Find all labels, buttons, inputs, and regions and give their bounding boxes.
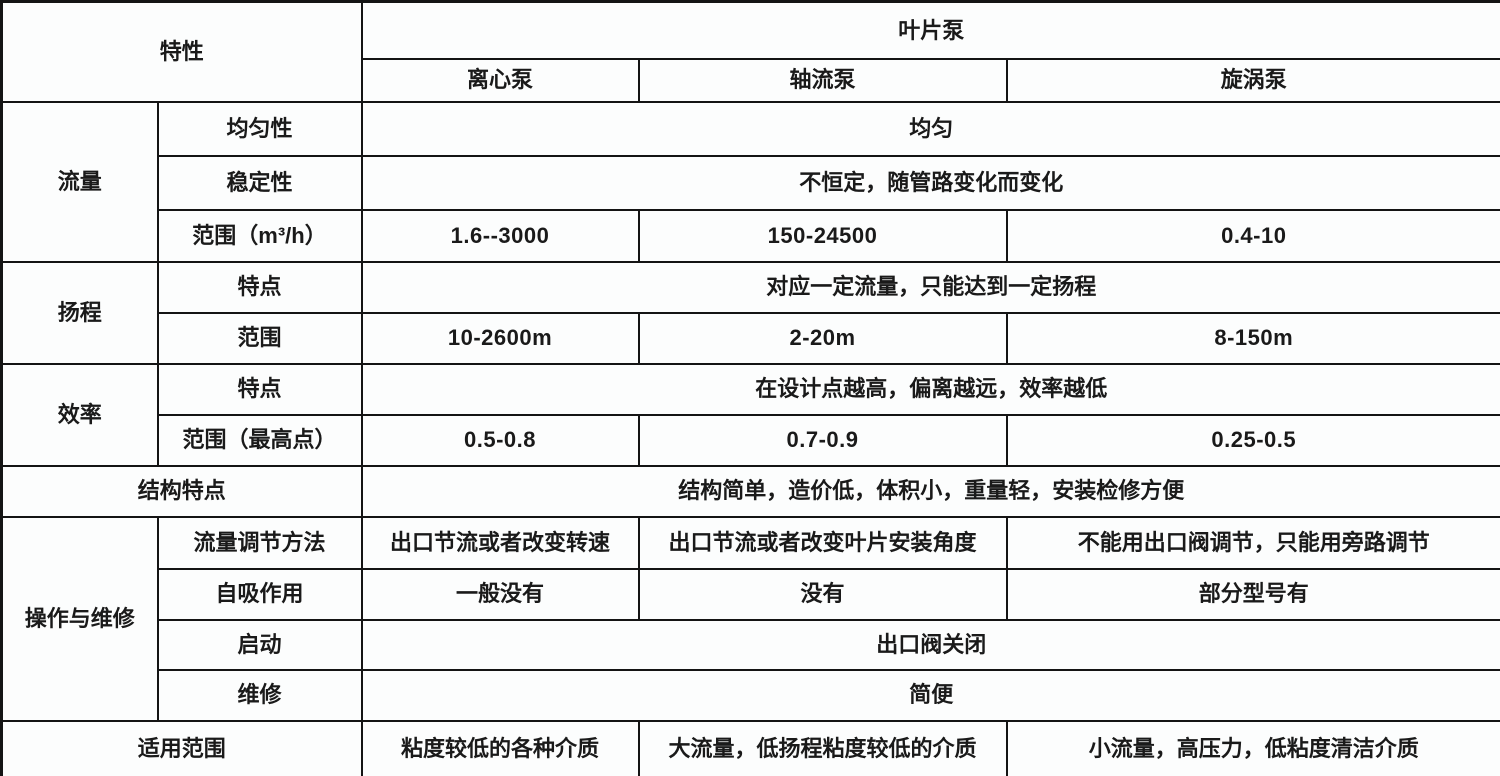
label-head-range: 范围 (156, 311, 363, 365)
value-flow-range-centrifugal: 1.6--3000 (360, 208, 640, 263)
value-startup-all: 出口阀关闭 (360, 618, 1500, 671)
group-flow-cell: 流量 (0, 100, 159, 263)
group-operation-cell: 操作与维修 (0, 515, 159, 722)
header-vane-pump-cell: 叶片泵 (360, 0, 1500, 60)
label-flow-range: 范围（m³/h） (156, 208, 363, 263)
value-application-vortex: 小流量，高压力，低粘度清洁介质 (1005, 719, 1500, 776)
label-startup: 启动 (156, 618, 363, 671)
value-eff-range-axial: 0.7-0.9 (637, 413, 1008, 467)
value-uniformity-all: 均匀 (360, 100, 1500, 157)
label-application: 适用范围 (0, 719, 363, 776)
row-eff-feature: 效率 特点 在设计点越高，偏离越远，效率越低 (0, 362, 1500, 467)
group-efficiency-cell: 效率 (0, 362, 159, 467)
row-structure: 结构特点 结构简单，造价低，体积小，重量轻，安装检修方便 (0, 464, 1500, 518)
value-structure-all: 结构简单，造价低，体积小，重量轻，安装检修方便 (360, 464, 1500, 518)
row-head-range: 范围 10-2600m 2-20m 8-150m (2, 311, 1500, 365)
value-eff-feature-all: 在设计点越高，偏离越远，效率越低 (360, 362, 1500, 416)
group-head-cell: 扬程 (0, 260, 159, 365)
value-application-centrifugal: 粘度较低的各种介质 (360, 719, 640, 776)
value-stability-all: 不恒定，随管路变化而变化 (360, 154, 1500, 211)
value-flow-range-axial: 150-24500 (637, 208, 1008, 263)
value-self-priming-axial: 没有 (637, 567, 1008, 621)
header-vortex-cell: 旋涡泵 (1005, 57, 1500, 103)
label-maintenance: 维修 (156, 668, 363, 722)
label-flow-regulation: 流量调节方法 (156, 515, 363, 570)
row-self-priming: 自吸作用 一般没有 没有 部分型号有 (2, 567, 1500, 621)
label-self-priming: 自吸作用 (156, 567, 363, 621)
row-stability: 稳定性 不恒定，随管路变化而变化 (2, 154, 1500, 211)
row-application: 适用范围 粘度较低的各种介质 大流量，低扬程粘度较低的介质 小流量，高压力，低粘… (0, 719, 1500, 776)
header-row-1: 特性 叶片泵 (0, 0, 1500, 103)
value-eff-range-centrifugal: 0.5-0.8 (360, 413, 640, 467)
label-head-feature: 特点 (156, 260, 363, 314)
header-centrifugal-cell: 离心泵 (360, 57, 640, 103)
label-eff-range: 范围（最高点） (156, 413, 363, 467)
row-flow-range: 范围（m³/h） 1.6--3000 150-24500 0.4-10 (2, 208, 1500, 263)
label-stability: 稳定性 (156, 154, 363, 211)
value-head-range-axial: 2-20m (637, 311, 1008, 365)
label-uniformity: 均匀性 (156, 100, 363, 157)
header-feature-cell: 特性 (0, 0, 363, 103)
row-eff-range: 范围（最高点） 0.5-0.8 0.7-0.9 0.25-0.5 (2, 413, 1500, 467)
value-flow-regulation-centrifugal: 出口节流或者改变转速 (360, 515, 640, 570)
value-self-priming-vortex: 部分型号有 (1005, 567, 1500, 621)
value-head-range-vortex: 8-150m (1005, 311, 1500, 365)
row-startup: 启动 出口阀关闭 (2, 618, 1500, 671)
value-eff-range-vortex: 0.25-0.5 (1005, 413, 1500, 467)
value-head-range-centrifugal: 10-2600m (360, 311, 640, 365)
value-flow-regulation-axial: 出口节流或者改变叶片安装角度 (637, 515, 1008, 570)
label-eff-feature: 特点 (156, 362, 363, 416)
row-uniformity: 流量 均匀性 均匀 (0, 100, 1500, 263)
header-row-2: 离心泵 轴流泵 旋涡泵 (2, 57, 1500, 103)
row-maintenance: 维修 简便 (2, 668, 1500, 722)
row-head-feature: 扬程 特点 对应一定流量，只能达到一定扬程 (0, 260, 1500, 365)
value-head-feature-all: 对应一定流量，只能达到一定扬程 (360, 260, 1500, 314)
row-flow-regulation: 操作与维修 流量调节方法 出口节流或者改变转速 出口节流或者改变叶片安装角度 不… (0, 515, 1500, 722)
value-maintenance-all: 简便 (360, 668, 1500, 722)
value-self-priming-centrifugal: 一般没有 (360, 567, 640, 621)
label-structure: 结构特点 (0, 464, 363, 518)
value-application-axial: 大流量，低扬程粘度较低的介质 (637, 719, 1008, 776)
header-axial-cell: 轴流泵 (637, 57, 1008, 103)
value-flow-range-vortex: 0.4-10 (1005, 208, 1500, 263)
value-flow-regulation-vortex: 不能用出口阀调节，只能用旁路调节 (1005, 515, 1500, 570)
